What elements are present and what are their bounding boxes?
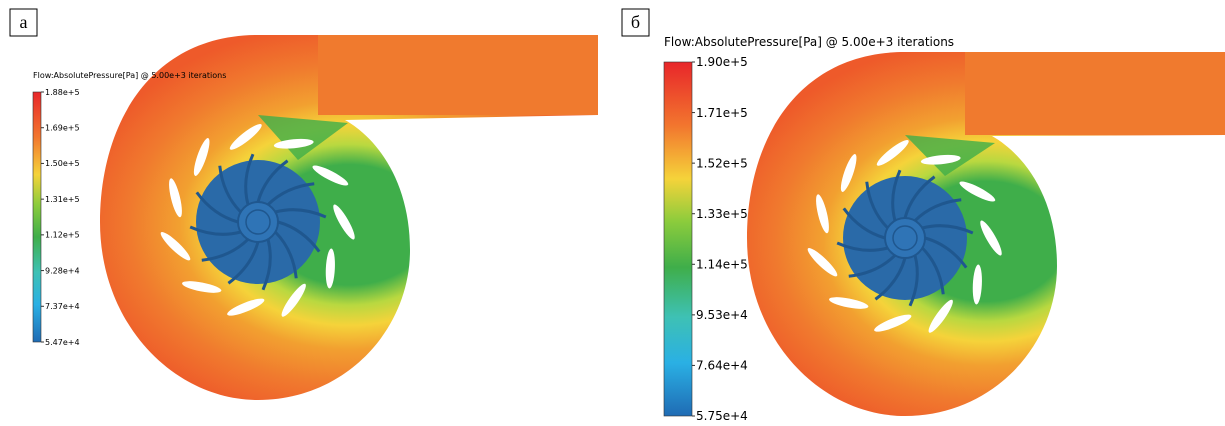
legend-title: Flow:AbsolutePressure[Pa] @ 5.00e+3 iter… bbox=[664, 35, 954, 49]
colorbar-label: 1.71e+5 bbox=[696, 106, 748, 120]
panel-b: б Flow:AbsolutePressure[Pa] @ 5.00e+3 it… bbox=[622, 9, 1225, 423]
colorbar-label: 1.88e+5 bbox=[45, 88, 80, 97]
colorbar-label: 1.69e+5 bbox=[45, 124, 80, 133]
outlet bbox=[965, 52, 1225, 135]
hub bbox=[885, 218, 925, 258]
colorbar-label: 1.50e+5 bbox=[45, 159, 80, 168]
legend-title: Flow:AbsolutePressure[Pa] @ 5.00e+3 iter… bbox=[33, 71, 226, 80]
page: {"panels": [ {"label": "а", "legend": {"… bbox=[0, 0, 1225, 426]
colorbar-label: 1.33e+5 bbox=[696, 207, 748, 221]
panel-label: б bbox=[631, 12, 640, 32]
colorbar-label: 9.53e+4 bbox=[696, 308, 748, 322]
colorbar-label: 7.37e+4 bbox=[45, 302, 80, 311]
colorbar-label: 5.47e+4 bbox=[45, 338, 80, 347]
colorbar-label: 1.14e+5 bbox=[696, 257, 748, 271]
colorbar bbox=[664, 62, 692, 416]
outlet bbox=[318, 35, 598, 115]
panel-a: а Flow:AbsolutePressure[Pa] @ 5.00e+3 it… bbox=[10, 9, 598, 400]
colorbar-label: 1.12e+5 bbox=[45, 231, 80, 240]
panel-label: а bbox=[20, 12, 28, 32]
pump-image bbox=[100, 35, 598, 400]
figure: а Flow:AbsolutePressure[Pa] @ 5.00e+3 it… bbox=[0, 0, 1225, 426]
hub bbox=[238, 202, 278, 242]
pump-image bbox=[747, 52, 1225, 416]
colorbar bbox=[33, 92, 41, 342]
colorbar-label: 1.90e+5 bbox=[696, 55, 748, 69]
colorbar-label: 1.52e+5 bbox=[696, 156, 748, 170]
colorbar-label: 7.64e+4 bbox=[696, 359, 748, 373]
colorbar-label: 9.28e+4 bbox=[45, 266, 80, 275]
colorbar-label: 1.31e+5 bbox=[45, 195, 80, 204]
colorbar-label: 5.75e+4 bbox=[696, 409, 748, 423]
